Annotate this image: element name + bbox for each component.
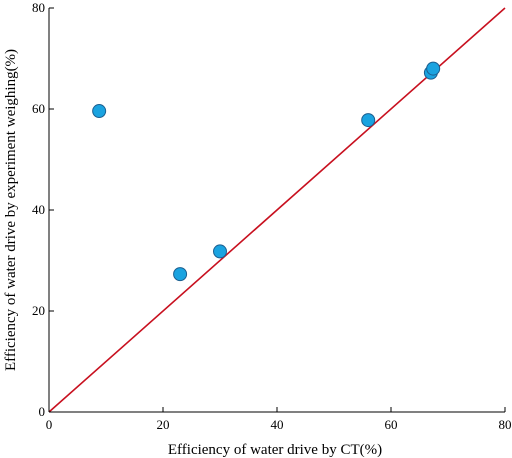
- data-point: [361, 113, 376, 128]
- ticks: 0 20 40 60 80 0 20 40 60 80: [32, 0, 512, 432]
- y-axis-title: Efficiency of water drive by experiment …: [3, 49, 19, 371]
- x-tick-label: 60: [385, 417, 398, 432]
- y-tick-label: 0: [39, 404, 46, 419]
- x-tick-label: 0: [46, 417, 53, 432]
- data-point: [213, 244, 227, 259]
- x-tick-label: 40: [271, 417, 284, 432]
- y-tick-label: 40: [32, 202, 45, 217]
- data-point: [426, 61, 441, 76]
- data-points: [92, 61, 441, 282]
- data-point: [92, 104, 107, 119]
- data-point: [173, 267, 188, 282]
- x-tick-label: 20: [157, 417, 170, 432]
- x-axis-title: Efficiency of water drive by CT(%): [168, 442, 382, 458]
- x-tick-label: 80: [499, 417, 512, 432]
- y-tick-label: 20: [32, 303, 45, 318]
- y-tick-label: 60: [32, 101, 45, 116]
- y-tick-label: 80: [32, 0, 45, 15]
